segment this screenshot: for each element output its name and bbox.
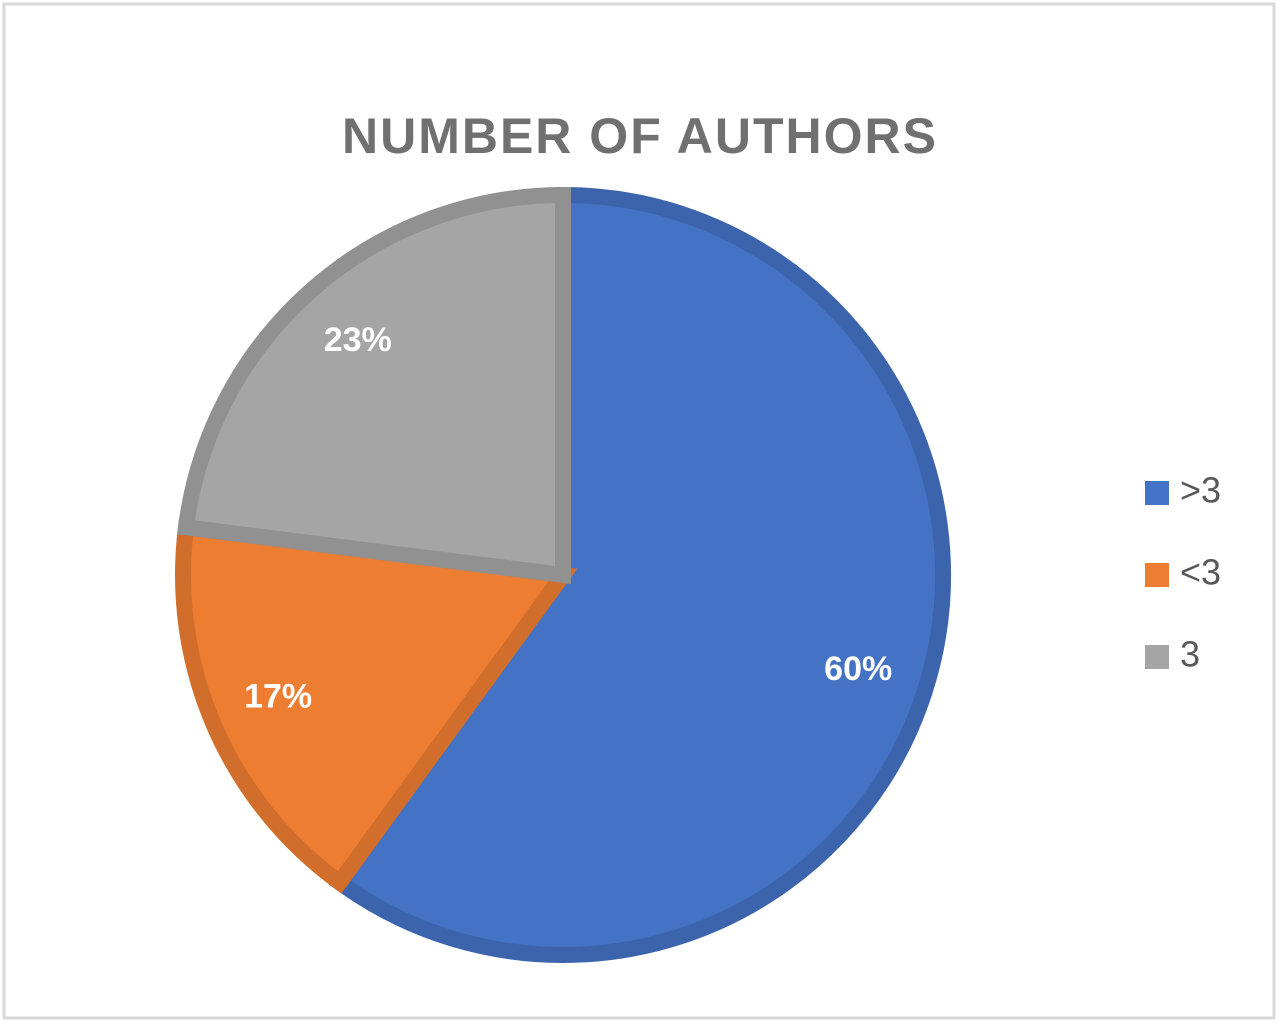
- pie-slice: [175, 518, 578, 894]
- legend-swatch: [1145, 481, 1169, 505]
- legend-swatch: [1145, 563, 1169, 587]
- chart-title: NUMBER OF AUTHORS: [342, 108, 938, 164]
- pie-slice: [328, 186, 951, 963]
- legend-swatch: [1145, 645, 1169, 669]
- pie-slice: [177, 186, 571, 585]
- data-label: 17%: [244, 677, 312, 715]
- legend-label: 3: [1180, 634, 1200, 675]
- legend-label: <3: [1180, 552, 1221, 593]
- data-label: 60%: [824, 650, 892, 688]
- data-label: 23%: [324, 321, 392, 359]
- legend-label: >3: [1180, 470, 1221, 511]
